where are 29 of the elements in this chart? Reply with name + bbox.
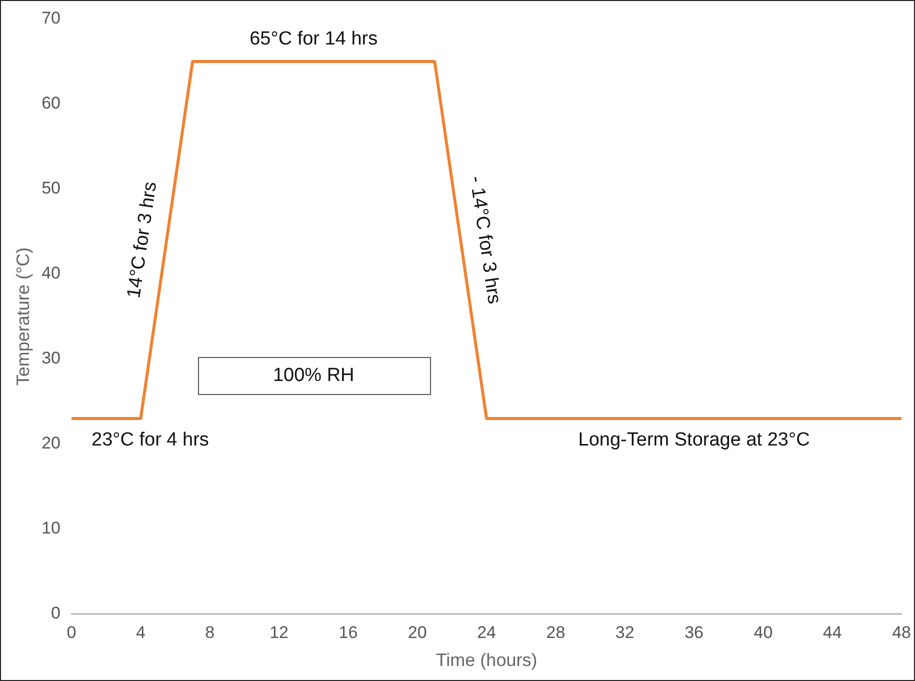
- x-tick-label: 48: [892, 622, 912, 642]
- annotation: 23°C for 4 hrs: [92, 430, 209, 451]
- annotation: 14°C for 3 hrs: [124, 180, 162, 300]
- x-tick-label: 24: [477, 622, 496, 642]
- x-tick-label: 4: [136, 622, 146, 642]
- annotation: - 14°C for 3 hrs: [465, 174, 505, 306]
- x-axis-title: Time (hours): [436, 650, 538, 670]
- x-tick-label: 20: [408, 622, 427, 642]
- annotation: 65°C for 14 hrs: [250, 28, 378, 50]
- y-tick-label: 0: [51, 604, 61, 623]
- y-tick-label: 30: [42, 348, 61, 368]
- x-tick-label: 36: [684, 622, 704, 642]
- y-tick-label: 40: [42, 264, 61, 283]
- y-axis-title: Temperature (°C): [12, 247, 33, 386]
- x-tick-label: 32: [615, 622, 634, 642]
- x-tick-label: 44: [822, 622, 842, 642]
- y-tick-label: 60: [42, 94, 61, 113]
- y-tick-label: 70: [42, 8, 61, 28]
- x-tick-label: 12: [270, 622, 288, 642]
- y-tick-label: 50: [42, 178, 61, 198]
- annotation: 100% RH: [272, 365, 354, 386]
- y-tick-label: 20: [42, 434, 61, 453]
- x-tick-label: 40: [754, 622, 773, 642]
- x-tick-label: 28: [546, 622, 566, 642]
- annotation: Long-Term Storage at 23°C: [578, 430, 810, 451]
- x-tick-label: 8: [205, 622, 215, 642]
- x-tick-label: 0: [66, 622, 76, 642]
- x-tick-label: 16: [338, 622, 358, 642]
- y-tick-label: 10: [42, 518, 61, 538]
